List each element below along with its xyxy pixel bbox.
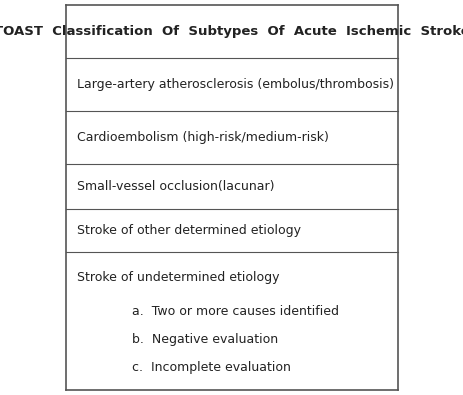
Text: Small-vessel occlusion(lacunar): Small-vessel occlusion(lacunar)	[76, 180, 274, 193]
Text: Large-artery atherosclerosis (embolus/thrombosis): Large-artery atherosclerosis (embolus/th…	[76, 78, 393, 91]
Text: Stroke of undetermined etiology: Stroke of undetermined etiology	[76, 271, 279, 284]
Text: Stroke of other determined etiology: Stroke of other determined etiology	[76, 224, 300, 237]
Text: Cardioembolism (high-risk/medium-risk): Cardioembolism (high-risk/medium-risk)	[76, 131, 328, 144]
Text: TOAST  Classification  Of  Subtypes  Of  Acute  Ischemic  Stroke: TOAST Classification Of Subtypes Of Acut…	[0, 25, 463, 38]
Text: a.  Two or more causes identified: a. Two or more causes identified	[131, 305, 338, 318]
Text: c.  Incomplete evaluation: c. Incomplete evaluation	[131, 361, 290, 374]
Text: b.  Negative evaluation: b. Negative evaluation	[131, 333, 277, 346]
